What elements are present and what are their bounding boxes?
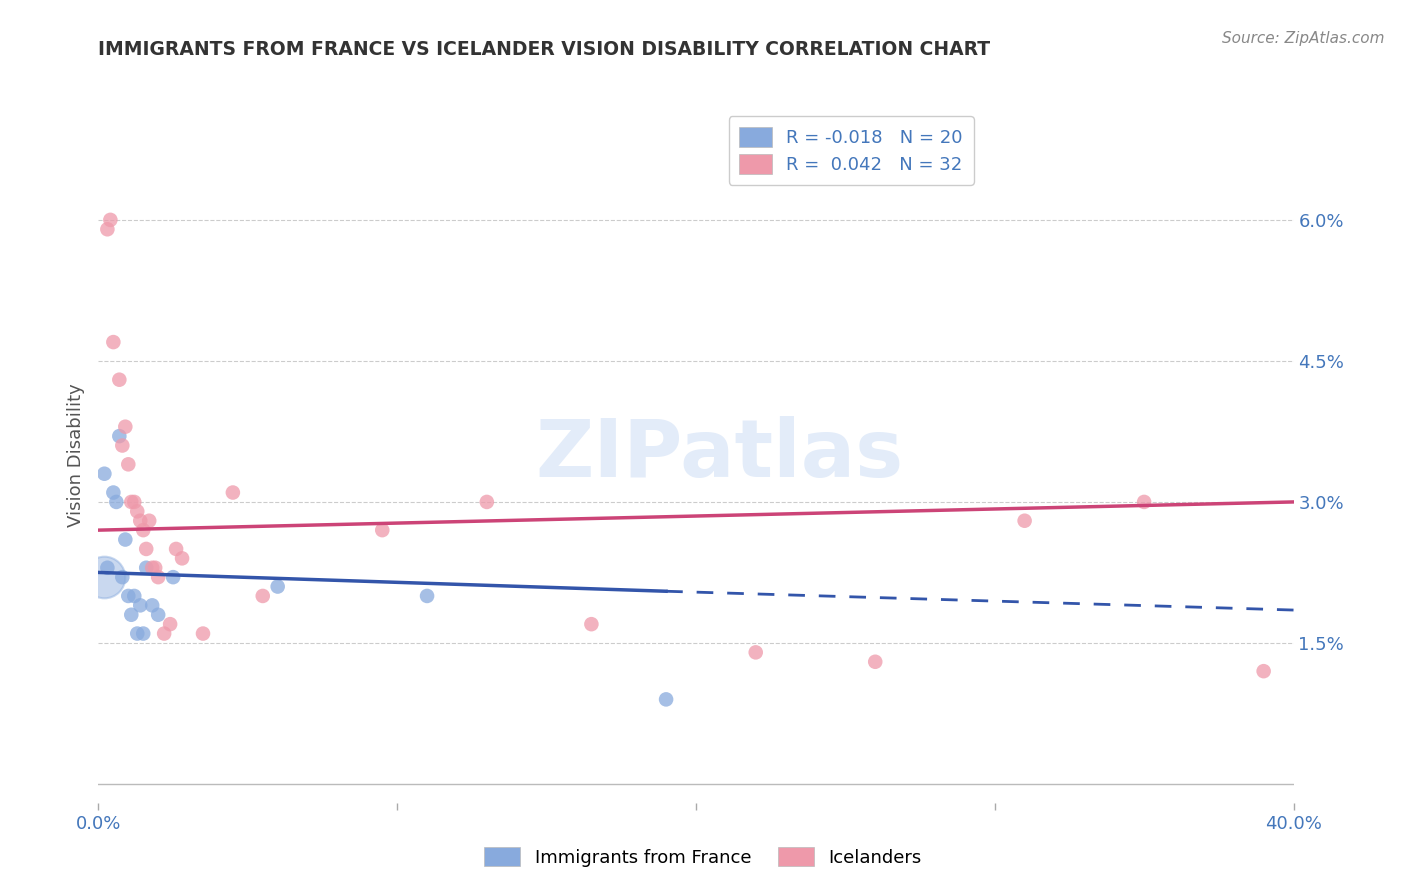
- Point: [222, 485, 245, 500]
- Point: [103, 335, 125, 350]
- Point: [581, 617, 603, 632]
- Point: [162, 570, 184, 584]
- Point: [159, 617, 181, 632]
- Point: [93, 467, 115, 481]
- Point: [135, 541, 157, 556]
- Point: [1253, 664, 1275, 678]
- Point: [108, 373, 131, 387]
- Point: [117, 458, 139, 472]
- Point: [114, 533, 136, 547]
- Point: [1014, 514, 1036, 528]
- Point: [475, 495, 498, 509]
- Point: [865, 655, 887, 669]
- Point: [655, 692, 678, 706]
- Point: [120, 607, 142, 622]
- Text: IMMIGRANTS FROM FRANCE VS ICELANDER VISION DISABILITY CORRELATION CHART: IMMIGRANTS FROM FRANCE VS ICELANDER VISI…: [98, 40, 991, 59]
- Point: [148, 570, 170, 584]
- Point: [93, 570, 115, 584]
- Point: [267, 580, 290, 594]
- Point: [127, 504, 149, 518]
- Point: [129, 514, 152, 528]
- Point: [129, 599, 152, 613]
- Point: [138, 514, 160, 528]
- Point: [416, 589, 439, 603]
- Point: [117, 589, 139, 603]
- Point: [141, 560, 163, 574]
- Point: [105, 495, 128, 509]
- Point: [135, 560, 157, 574]
- Point: [96, 560, 118, 574]
- Point: [172, 551, 194, 566]
- Legend: Immigrants from France, Icelanders: Immigrants from France, Icelanders: [477, 840, 929, 874]
- Point: [141, 599, 163, 613]
- Point: [127, 626, 149, 640]
- Point: [108, 429, 131, 443]
- Point: [143, 560, 166, 574]
- Point: [103, 485, 125, 500]
- Y-axis label: Vision Disability: Vision Disability: [66, 383, 84, 527]
- Point: [124, 589, 146, 603]
- Point: [165, 541, 187, 556]
- Point: [153, 626, 176, 640]
- Point: [120, 495, 142, 509]
- Point: [111, 570, 134, 584]
- Point: [114, 419, 136, 434]
- Point: [111, 438, 134, 452]
- Point: [148, 607, 170, 622]
- Point: [100, 212, 122, 227]
- Legend: R = -0.018   N = 20, R =  0.042   N = 32: R = -0.018 N = 20, R = 0.042 N = 32: [728, 116, 974, 185]
- Point: [252, 589, 274, 603]
- Point: [1133, 495, 1156, 509]
- Point: [124, 495, 146, 509]
- Point: [371, 523, 394, 537]
- Point: [191, 626, 214, 640]
- Point: [132, 626, 155, 640]
- Text: ZIPatlas: ZIPatlas: [536, 416, 904, 494]
- Point: [745, 645, 768, 659]
- Text: Source: ZipAtlas.com: Source: ZipAtlas.com: [1222, 31, 1385, 46]
- Point: [96, 222, 118, 236]
- Point: [132, 523, 155, 537]
